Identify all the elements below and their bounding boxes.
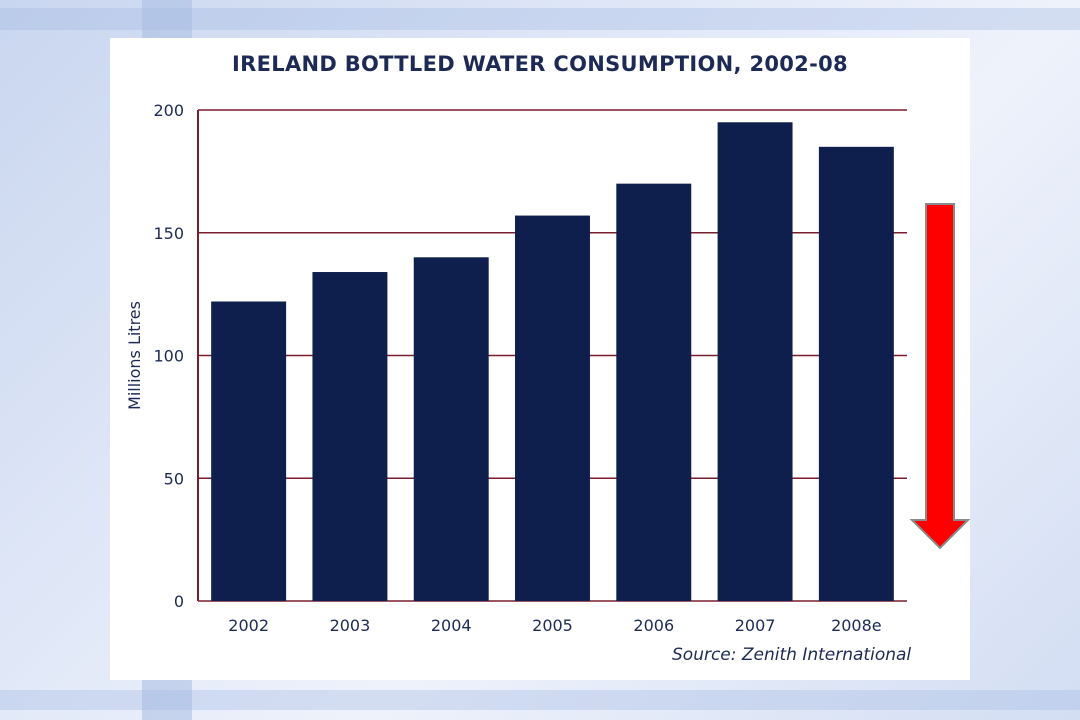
- bar: [413, 257, 489, 601]
- y-tick-label: 50: [164, 469, 184, 488]
- y-tick-label: 100: [153, 347, 184, 366]
- x-tick-label: 2008e: [831, 616, 882, 635]
- source-note: Source: Zenith International: [672, 645, 912, 665]
- background-band-top: [0, 8, 1080, 30]
- y-tick-label: 0: [174, 592, 184, 611]
- bar: [818, 146, 894, 601]
- x-tick-label: 2002: [228, 616, 269, 635]
- bar: [515, 215, 590, 601]
- bar: [616, 183, 692, 601]
- y-tick-label: 200: [153, 101, 184, 120]
- x-tick-label: 2004: [431, 616, 472, 635]
- x-tick-label: 2005: [532, 616, 573, 635]
- chart-title: IRELAND BOTTLED WATER CONSUMPTION, 2002-…: [232, 52, 848, 76]
- bar: [717, 122, 793, 602]
- y-axis-title: Millions Litres: [125, 301, 144, 410]
- bar: [312, 272, 388, 601]
- x-tick-label: 2006: [633, 616, 674, 635]
- bar: [211, 301, 287, 601]
- background-band-bottom: [0, 690, 1080, 710]
- x-tick-label: 2003: [330, 616, 371, 635]
- bar-chart: 0 50 100 150 200 Millions Litres 2002 2003 2004 2…: [125, 101, 907, 635]
- red-down-arrow-shape: [909, 203, 971, 550]
- x-tick-label: 2007: [735, 616, 776, 635]
- y-tick-label: 150: [153, 224, 184, 243]
- chart-panel: IRELAND BOTTLED WATER CONSUMPTION, 2002-…: [110, 38, 970, 680]
